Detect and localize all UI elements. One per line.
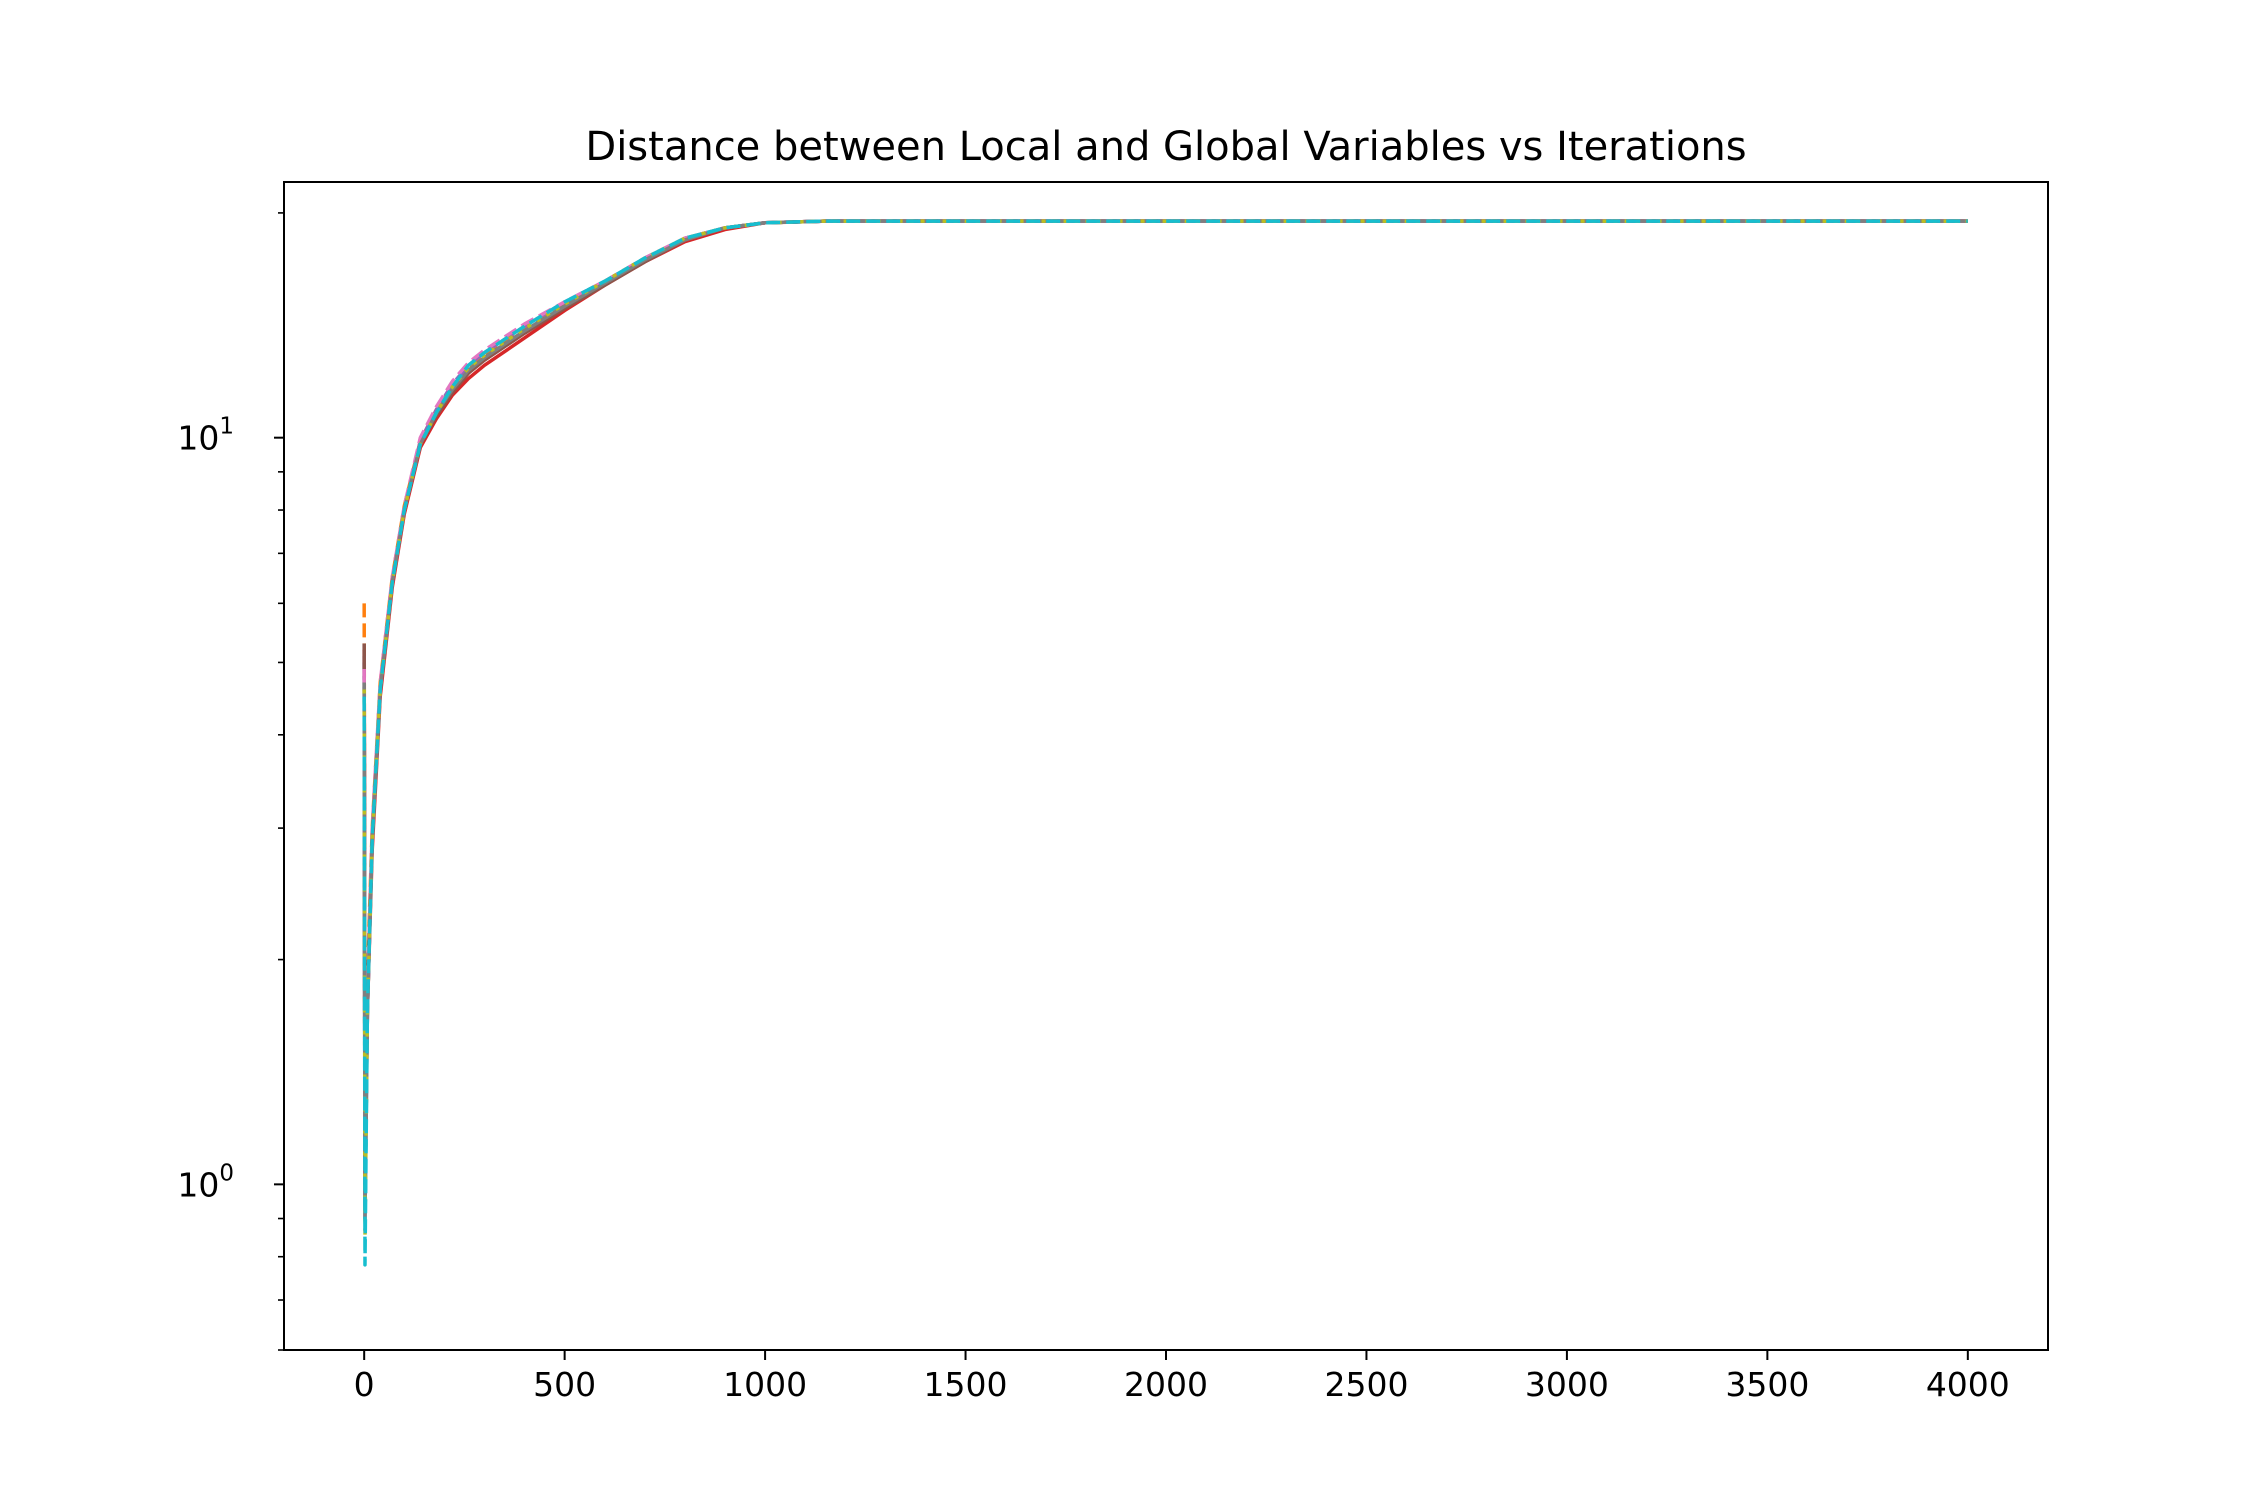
x-axis: 0 500 1000 1500 2000 2500 3000 3500 4000 bbox=[354, 1350, 2010, 1404]
x-tick-label: 4000 bbox=[1926, 1365, 2010, 1404]
y-tick-label: 101 bbox=[177, 414, 234, 458]
series-line-4 bbox=[362, 219, 1968, 1187]
y-tick-exponent: 0 bbox=[219, 1160, 234, 1186]
series-line-9 bbox=[362, 219, 1968, 1239]
x-tick-label: 1000 bbox=[723, 1365, 807, 1404]
x-tick-label: 2000 bbox=[1124, 1365, 1208, 1404]
y-tick-base: 10 bbox=[177, 419, 219, 458]
x-tick-label: 3500 bbox=[1725, 1365, 1809, 1404]
y-tick-exponent: 1 bbox=[219, 414, 234, 440]
series-line-7 bbox=[362, 219, 1968, 1187]
series-line-2 bbox=[362, 219, 1968, 1127]
series-line-6 bbox=[362, 219, 1968, 1187]
series-line-1 bbox=[362, 219, 1968, 1221]
series-line-5 bbox=[362, 219, 1968, 1203]
y-tick-label: 100 bbox=[177, 1160, 234, 1204]
x-tick-label: 2500 bbox=[1324, 1365, 1408, 1404]
x-tick-label: 500 bbox=[533, 1365, 596, 1404]
x-tick-label: 0 bbox=[354, 1365, 375, 1404]
x-tick-label: 1500 bbox=[924, 1365, 1008, 1404]
x-tick-label: 3000 bbox=[1525, 1365, 1609, 1404]
series-line-10 bbox=[362, 219, 1968, 1267]
chart-title: Distance between Local and Global Variab… bbox=[585, 124, 1746, 170]
series-layer bbox=[362, 219, 1968, 1267]
series-line-8 bbox=[362, 219, 1968, 1221]
y-tick-base: 10 bbox=[177, 1165, 219, 1204]
series-line-3 bbox=[362, 219, 1968, 1187]
plot-frame bbox=[283, 181, 2049, 1351]
